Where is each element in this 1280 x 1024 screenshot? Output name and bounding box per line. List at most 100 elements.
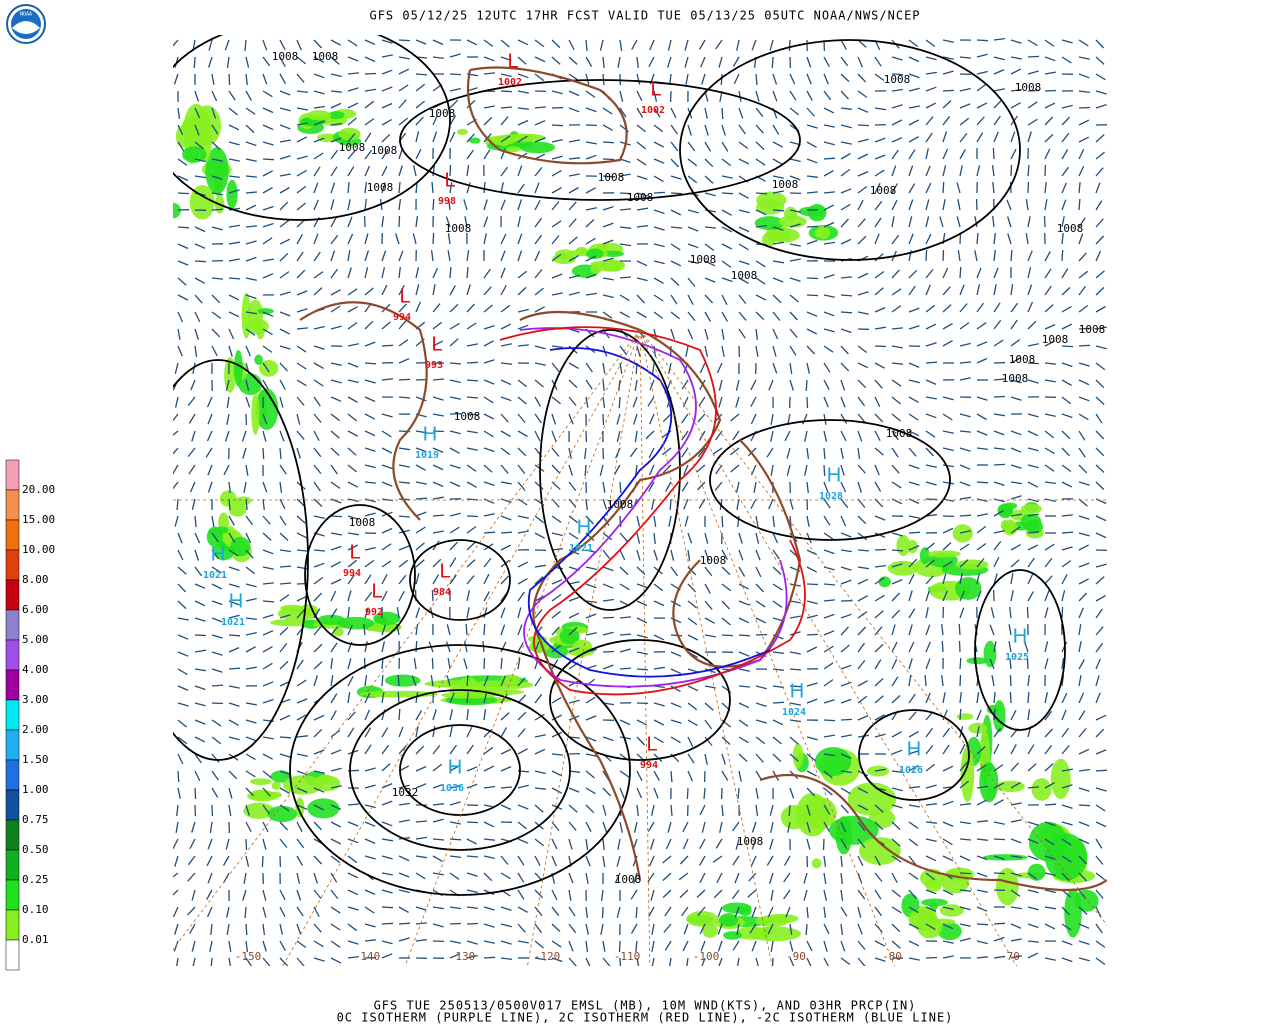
- wind-barb: [1095, 182, 1101, 194]
- wind-barb: [296, 659, 304, 670]
- wind-barb: [772, 753, 782, 763]
- wind-barb: [1061, 546, 1073, 551]
- wind-barb: [449, 526, 460, 534]
- wind-barb: [698, 396, 706, 407]
- wind-barb: [857, 680, 868, 687]
- longitude-label: -150: [235, 950, 262, 963]
- wind-barb: [823, 191, 835, 194]
- wind-barb: [483, 838, 495, 841]
- isobar: [409, 539, 511, 621]
- wind-barb: [993, 302, 1001, 313]
- wind-barb: [617, 838, 621, 850]
- wind-barb: [517, 940, 529, 944]
- wind-barb: [279, 770, 291, 776]
- wind-barb: [602, 631, 614, 636]
- wind-barb: [959, 573, 963, 585]
- wind-barb: [1044, 304, 1054, 313]
- wind-barb: [188, 464, 196, 475]
- wind-barb: [619, 311, 630, 318]
- precip-area: [373, 611, 401, 626]
- wind-barb: [211, 702, 224, 705]
- wind-barb: [194, 634, 207, 637]
- wind-barb: [194, 600, 206, 607]
- precip-area: [235, 496, 252, 506]
- wind-barb: [823, 241, 835, 245]
- precip-area: [802, 797, 837, 829]
- wind-barb: [976, 267, 982, 279]
- wind-barb: [279, 660, 289, 670]
- precip-area: [243, 802, 275, 819]
- wind-barb: [681, 413, 689, 424]
- wind-barb: [908, 764, 919, 772]
- wind-barb: [415, 624, 419, 636]
- wind-barb: [697, 413, 706, 423]
- wind-barb: [618, 396, 621, 409]
- wind-barb: [959, 708, 962, 721]
- wind-barb: [432, 838, 445, 841]
- wind-barb: [1095, 855, 1104, 865]
- wind-barb: [330, 749, 342, 755]
- wind-barb: [534, 199, 541, 211]
- wind-barb: [772, 719, 784, 726]
- wind-barb: [874, 396, 881, 408]
- wind-barb: [432, 496, 445, 500]
- graticule: [639, 329, 773, 966]
- wind-barb: [602, 583, 614, 589]
- wind-barb: [466, 889, 478, 894]
- wind-barb: [483, 765, 495, 772]
- wind-barb: [330, 821, 342, 828]
- wind-barb: [1009, 691, 1012, 704]
- wind-barb: [211, 311, 222, 319]
- wind-barb: [177, 736, 188, 745]
- wind-barb: [650, 804, 655, 816]
- wind-barb: [770, 889, 774, 901]
- wind-barb: [891, 73, 904, 76]
- wind-barb: [891, 855, 902, 863]
- wind-barb: [636, 770, 643, 782]
- wind-barb: [959, 87, 971, 92]
- wind-barb: [1044, 803, 1057, 806]
- wind-barb: [1027, 889, 1039, 894]
- wind-barb: [483, 233, 488, 245]
- pressure-center-value: 992: [365, 607, 383, 618]
- wind-barb: [395, 233, 400, 245]
- wind-barb: [415, 692, 419, 704]
- wind-barb: [226, 396, 230, 409]
- pressure-center-value: 1024: [782, 707, 806, 718]
- wind-barb: [432, 430, 445, 433]
- wind-barb: [245, 396, 251, 408]
- wind-barb: [679, 855, 689, 865]
- wind-barb: [840, 698, 852, 704]
- wind-barb: [296, 447, 301, 459]
- wind-barb: [262, 787, 271, 797]
- wind-barb: [687, 736, 694, 748]
- wind-barb: [806, 646, 818, 653]
- wind-barb: [1027, 284, 1033, 296]
- wind-barb: [789, 328, 798, 338]
- wind-barb: [1025, 232, 1029, 245]
- wind-barb: [891, 137, 903, 143]
- wind-barb: [993, 799, 1004, 806]
- wind-barb: [241, 430, 247, 442]
- wind-barb: [466, 744, 474, 755]
- wind-barb: [1078, 447, 1086, 458]
- wind-barb: [1027, 872, 1038, 880]
- wind-barb: [704, 311, 712, 322]
- wind-barb: [1061, 481, 1073, 488]
- wind-barb: [568, 515, 579, 524]
- wind-barb: [602, 362, 606, 374]
- wind-barb: [1027, 557, 1035, 568]
- wind-barb: [194, 345, 198, 357]
- isobar-label: 1008: [371, 144, 398, 157]
- wind-barb: [602, 481, 606, 493]
- wind-barb: [653, 753, 663, 763]
- wind-barb: [432, 574, 440, 585]
- wind-barb: [500, 362, 512, 365]
- wind-barb: [415, 100, 426, 109]
- wind-barb: [551, 187, 562, 194]
- wind-barb: [313, 120, 325, 126]
- wind-barb: [194, 617, 206, 622]
- wind-barb: [330, 872, 338, 883]
- wind-barb: [993, 88, 1005, 92]
- wind-barb: [483, 940, 495, 944]
